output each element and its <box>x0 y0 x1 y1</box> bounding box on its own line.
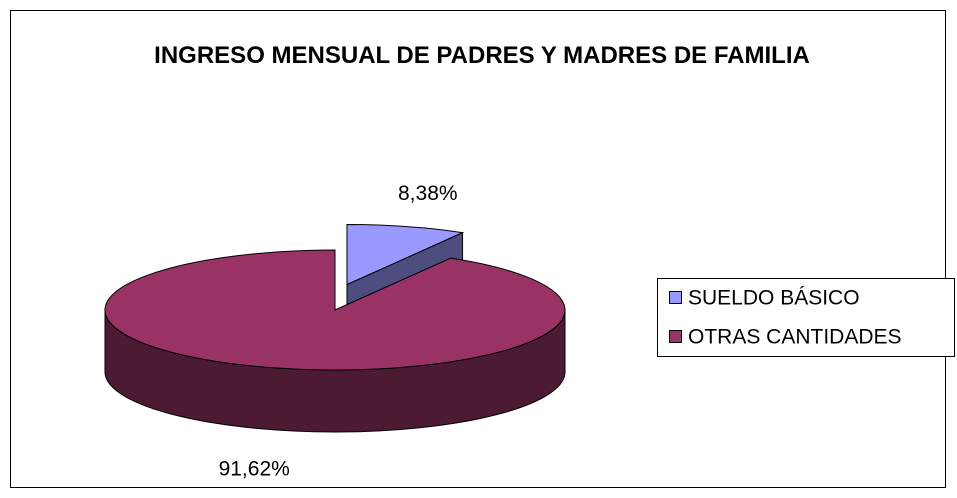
pie: 8,38% 91,62% <box>104 182 566 480</box>
pie-slice <box>346 224 465 286</box>
legend-label: SUELDO BÁSICO <box>688 287 860 310</box>
data-label: 8,38% <box>398 182 458 205</box>
pie-slice <box>104 249 566 371</box>
legend-swatch <box>669 291 682 304</box>
legend-box <box>657 278 955 357</box>
data-label: 91,62% <box>219 457 290 480</box>
chart-title: INGRESO MENSUAL DE PADRES Y MADRES DE FA… <box>154 42 810 69</box>
legend-swatch <box>669 330 682 343</box>
legend-label: OTRAS CANTIDADES <box>688 326 902 349</box>
legend: SUELDO BÁSICO OTRAS CANTIDADES <box>669 287 902 349</box>
